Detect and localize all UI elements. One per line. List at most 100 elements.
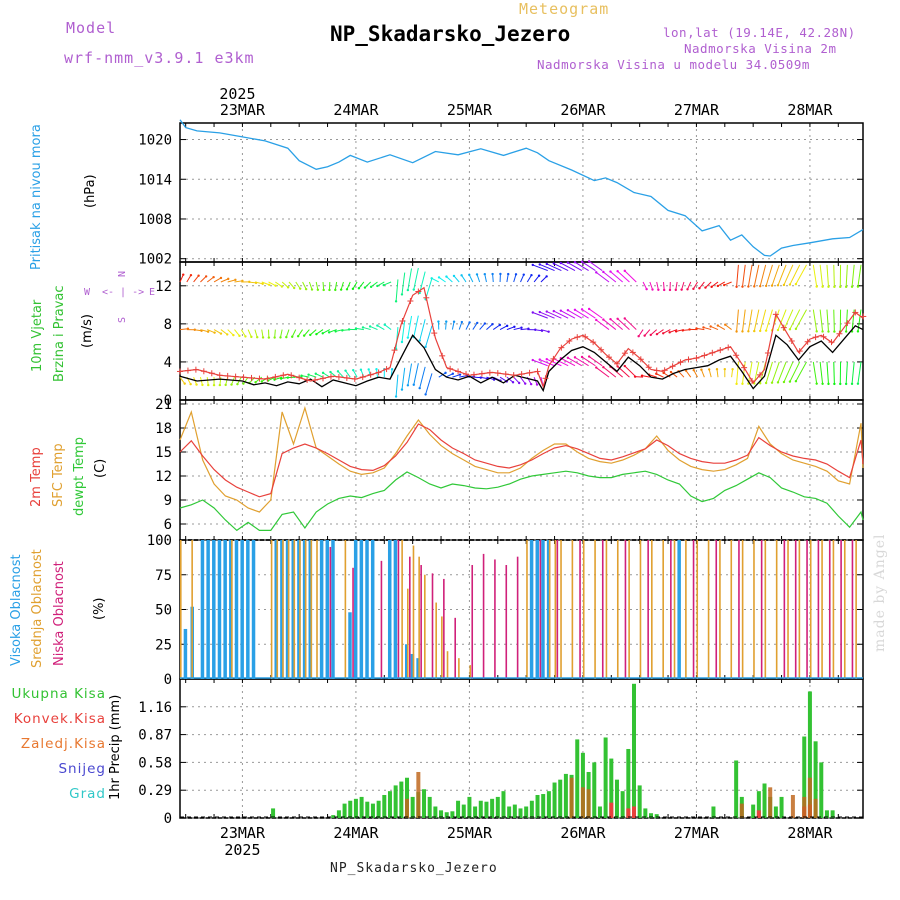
wind-arrow [513, 327, 522, 331]
wind-arrow [413, 267, 419, 290]
total-rain-bar [552, 782, 557, 818]
high-cloud-bar [217, 540, 222, 679]
legend-frz-rain: Zaledj.Kisa [20, 736, 106, 752]
wind-arrow [419, 366, 426, 389]
total-rain-bar [439, 810, 444, 818]
wind-arrow [617, 270, 630, 283]
wind-arrow-head [418, 386, 421, 390]
wind-arrow [407, 363, 413, 386]
meteogram-label: Meteogram [519, 0, 610, 18]
frz-rain-bar [580, 787, 585, 818]
wind-arrow-head [566, 261, 570, 264]
wind-arrow-head [827, 382, 830, 386]
wind-arrow [492, 324, 501, 330]
wind-arrow [254, 329, 258, 338]
wind-arrow-head [273, 336, 276, 339]
wind-arrow [506, 274, 509, 283]
low-cloud-bar [840, 540, 842, 679]
wind-arrow-head [345, 288, 349, 291]
wind-arrow-head [776, 328, 780, 332]
wind-arrow-head [545, 275, 548, 278]
wind-arrow-head [839, 285, 842, 289]
wind-arrow [540, 276, 547, 283]
wind-arrow-head [514, 273, 518, 276]
wind-arrow [281, 281, 289, 288]
wind-arrow-head [747, 285, 750, 288]
total-rain-bar [620, 791, 625, 818]
y-tick-label: 18 [155, 421, 172, 437]
wind-arrow-head [280, 285, 284, 288]
wind-arrow-head [566, 309, 570, 312]
wind-arrow [395, 374, 399, 397]
wind-arrow-head [651, 288, 654, 291]
mid-cloud-bar [526, 540, 528, 679]
wind-arrow [747, 361, 753, 384]
y-tick-label: 21 [155, 397, 172, 413]
wind-arrow-head [234, 278, 237, 282]
frz-rain-bar [569, 777, 574, 818]
wind-arrow-head [657, 288, 660, 292]
wind-arrow-head [341, 329, 344, 332]
wind-arrow [486, 323, 493, 330]
total-rain-bar [603, 737, 608, 818]
wind-arrow [370, 281, 378, 288]
wind-arrow-head [674, 288, 677, 292]
wind-arrow-head [256, 336, 259, 339]
total-rain-bar [563, 773, 568, 818]
wind-arrow [783, 264, 794, 286]
cloud-label-3: Niska Oblacnost [52, 561, 67, 666]
wind-arrow-head [674, 330, 678, 333]
mid-cloud-bar [407, 588, 409, 679]
wind-rose-n: N [117, 270, 128, 277]
wind-arrow-head [723, 367, 726, 371]
high-cloud-bar [246, 540, 250, 679]
mid-cloud-bar [639, 540, 642, 679]
wind-arrow-head [776, 381, 780, 384]
total-rain-bar [353, 798, 358, 818]
station-title: NP_Skadarsko_Jezero [330, 22, 571, 46]
wind-rose: N W <- | -> E S [84, 257, 162, 327]
wind-arrow-head [232, 333, 235, 337]
wind-arrow-head [336, 370, 340, 373]
wind-arrow-head [602, 318, 605, 321]
wind-arrow-head [662, 332, 665, 335]
total-rain-bar [450, 811, 455, 818]
wind-arrow-head [483, 272, 486, 276]
wind-arrow [206, 377, 209, 386]
wind-arrow [711, 281, 719, 288]
frz-rain-bar [405, 798, 409, 818]
wind-arrow [268, 281, 276, 287]
wind-arrow [322, 329, 331, 334]
y-tick-label: 0 [164, 811, 172, 827]
wind-arrow-head [764, 284, 768, 288]
wind-arrow-head [230, 383, 233, 386]
wind-arrow-head [595, 366, 598, 369]
temp-label-1: 2m Temp [29, 447, 44, 507]
wind-arrow [663, 281, 665, 290]
wind-arrow-head [681, 329, 684, 332]
wind-arrow [220, 329, 228, 335]
wind-arrow-head [758, 284, 762, 288]
high-cloud-bar [331, 540, 335, 679]
total-rain-bar [751, 804, 756, 818]
wind-arrow [789, 361, 801, 382]
wind-arrow [532, 264, 548, 272]
wind-arrow-head [707, 368, 711, 371]
wind-arrow [581, 356, 596, 367]
mid-cloud-bar [628, 540, 630, 679]
wind-arrow-head [286, 286, 290, 289]
y-tick-label: 15 [155, 445, 172, 461]
wind-arrow [857, 264, 862, 287]
wind-arrow-head [782, 283, 786, 287]
wind-arrow-head [643, 334, 646, 337]
wind-arrow-head [394, 300, 398, 303]
date-label-bottom: 24MAR [333, 824, 379, 842]
conv-rain-bar [609, 802, 614, 818]
wind-arrow-head [329, 370, 332, 374]
wind-arrow [845, 361, 848, 384]
date-label-bottom: 25MAR [447, 824, 493, 842]
wind-arrow [285, 329, 290, 338]
mid-cloud-bar [775, 540, 778, 679]
wind-arrow [777, 361, 787, 383]
mid-cloud-bar [753, 540, 755, 679]
